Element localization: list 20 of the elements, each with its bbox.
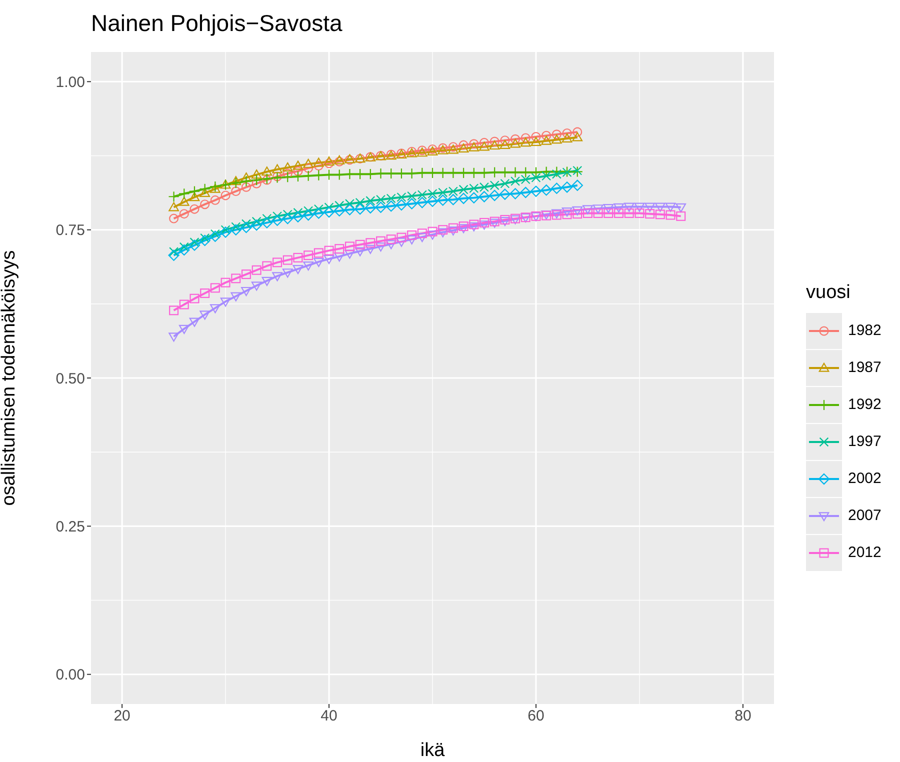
x-axis-title: ikä [420,740,446,761]
y-tick-label: 0.75 [56,222,85,240]
y-tick-label: 0.25 [56,518,85,536]
legend-label: 2007 [848,507,882,524]
y-tick-label: 0.50 [56,370,85,388]
y-axis-title: osallistumisen todennäköisyys [0,250,20,506]
legend-label: 1982 [848,322,882,339]
legend-label: 2002 [848,470,882,487]
x-tick-label: 80 [734,708,752,725]
legend-label: 1992 [848,396,882,413]
legend-title: vuosi [806,282,852,304]
chart-title: Nainen Pohjois−Savosta [91,10,342,37]
legend-label: 2012 [848,544,882,561]
x-tick-label: 60 [528,708,544,725]
legend-label: 1997 [848,433,882,450]
x-tick-label: 40 [320,708,338,725]
legend-label: 1987 [848,359,882,376]
x-tick-label: 20 [114,708,130,725]
y-tick-label: 0.00 [56,666,85,684]
y-tick-label: 1.00 [56,74,85,91]
